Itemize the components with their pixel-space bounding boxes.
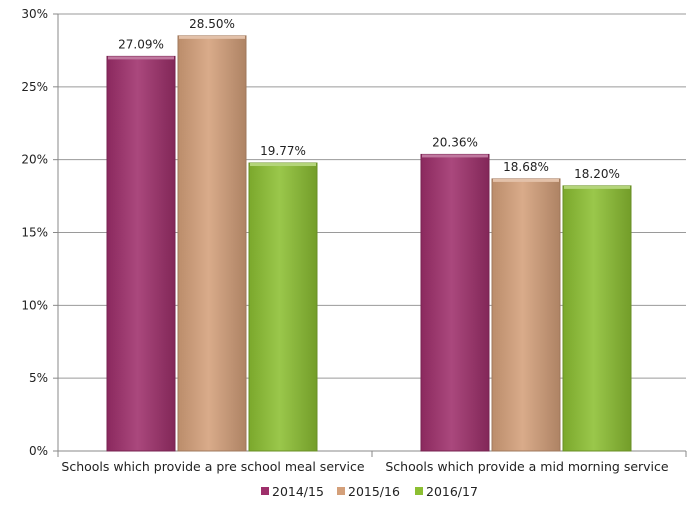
bar-top-highlight [493,178,559,182]
axes: 0% 5% 10% 15% 20% 25% 30% Schools which provide… [21,7,687,474]
y-tick-label: 20% [21,153,48,167]
y-tick-label: 5% [29,371,48,385]
bar-2015-16-1 [177,35,247,452]
bar-top-highlight [564,185,630,189]
legend-swatch [337,487,345,495]
y-tick-label: 0% [29,444,48,458]
data-label: 20.36% [432,135,478,149]
legend-label: 2016/17 [426,484,478,499]
legend-label: 2015/16 [348,484,400,499]
bar-2016-17-1 [248,162,318,452]
data-labels: 27.09% 28.50% 19.77% 20.36% 18.68% 18.20% [118,17,620,181]
bar-2016-17-2 [562,185,632,452]
bar-2015-16-2 [491,178,561,452]
data-label: 27.09% [118,37,164,51]
data-label: 18.68% [503,160,549,174]
bar-top-highlight [179,35,245,39]
legend: 2014/15 2015/16 2016/17 [261,484,478,499]
data-label: 19.77% [260,144,306,158]
legend-swatch [415,487,423,495]
y-tick-label: 30% [21,7,48,21]
data-label: 28.50% [189,17,235,31]
bar-top-highlight [422,154,488,158]
x-category-label: Schools which provide a mid morning serv… [385,459,669,474]
x-category-label: Schools which provide a pre school meal … [61,459,364,474]
bar-2014-15-1 [106,55,176,452]
y-tick-label: 10% [21,298,48,312]
bar-2014-15-2 [420,153,490,452]
y-tick-label: 15% [21,226,48,240]
bars [106,35,632,452]
legend-label: 2014/15 [272,484,324,499]
data-label: 18.20% [574,167,620,181]
bar-top-highlight [250,163,316,167]
bar-top-highlight [108,56,174,60]
legend-swatch [261,487,269,495]
y-tick-label: 25% [21,80,48,94]
